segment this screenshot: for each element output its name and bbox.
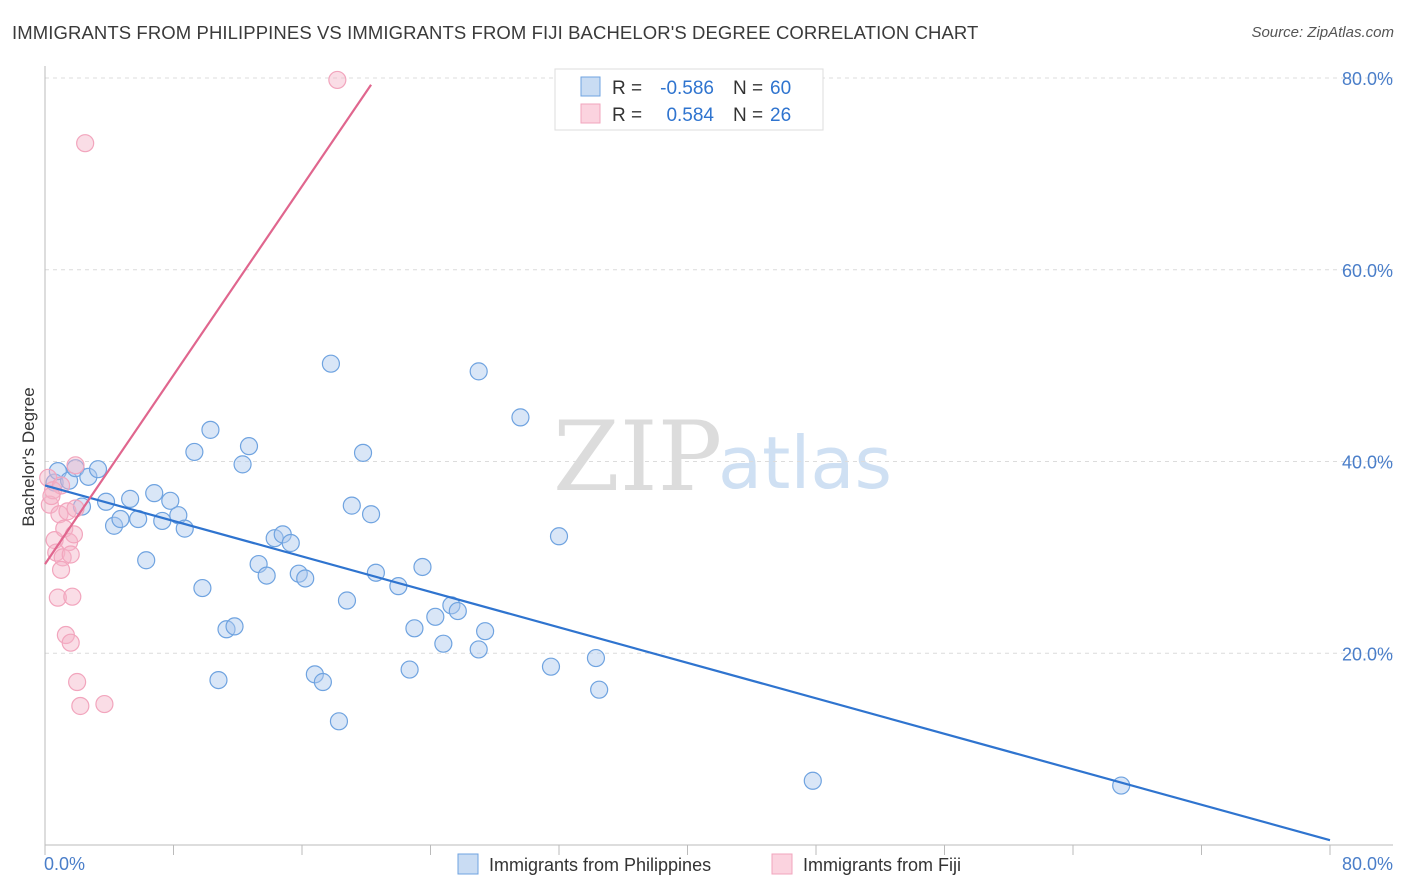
data-point <box>137 551 156 570</box>
legend-swatch-philippines <box>457 853 479 875</box>
legend-label-philippines: Immigrants from Philippines <box>489 855 711 875</box>
legend-r-label: R = <box>612 105 642 126</box>
data-point <box>342 496 361 515</box>
y-axis-label: Bachelor's Degree <box>19 387 38 526</box>
data-point <box>66 499 85 518</box>
data-point <box>88 460 108 479</box>
trend-line <box>44 84 372 565</box>
data-point <box>361 505 381 524</box>
series-fiji-points <box>39 70 347 716</box>
chart-title: IMMIGRANTS FROM PHILIPPINES VS IMMIGRANT… <box>12 22 979 43</box>
data-point <box>79 467 98 486</box>
data-point <box>48 588 67 607</box>
legend-n-label: N = <box>733 78 763 99</box>
data-point <box>111 509 130 529</box>
x-tick-label-min: 0.0% <box>44 854 85 874</box>
data-point <box>511 408 530 427</box>
correlation-legend: R = -0.586 N = 60 R = 0.584 N = 26 <box>554 68 824 131</box>
data-point <box>1112 776 1131 795</box>
data-point <box>201 420 220 439</box>
data-point <box>51 560 71 579</box>
data-point <box>209 670 228 690</box>
data-point <box>389 577 408 596</box>
data-point <box>405 619 424 638</box>
data-point <box>71 696 90 716</box>
data-point <box>590 680 609 699</box>
data-point <box>76 134 95 153</box>
y-tick-label: 40.0% <box>1342 453 1393 473</box>
data-point <box>337 591 357 610</box>
axes <box>44 66 1393 855</box>
series-legend: Immigrants from Philippines Immigrants f… <box>457 853 961 875</box>
data-point <box>434 634 453 653</box>
data-point <box>426 607 445 626</box>
legend-swatch-fiji <box>771 853 793 875</box>
legend-r-philippines: -0.586 <box>660 78 714 99</box>
legend-r-fiji: 0.584 <box>666 105 714 126</box>
data-point <box>469 362 488 381</box>
data-point <box>185 442 204 462</box>
watermark: ZIP atlas <box>553 401 892 513</box>
data-point <box>95 694 114 714</box>
data-point <box>61 633 80 652</box>
legend-swatch-philippines <box>580 76 601 97</box>
watermark-zip: ZIP <box>553 401 722 513</box>
data-point <box>193 578 212 598</box>
y-tick-label: 20.0% <box>1342 644 1393 664</box>
series-philippines-points <box>45 354 1131 795</box>
trend-line <box>44 484 1331 842</box>
grid-lines <box>45 77 1393 654</box>
data-point <box>257 566 276 585</box>
data-point <box>328 70 347 90</box>
legend-label-fiji: Immigrants from Fiji <box>803 855 961 875</box>
data-point <box>225 617 244 636</box>
data-point <box>476 622 495 641</box>
data-point <box>541 657 561 676</box>
data-point <box>42 486 61 506</box>
y-tick-label: 60.0% <box>1342 261 1393 281</box>
data-point <box>549 527 569 546</box>
x-tick-label-max: 80.0% <box>1342 854 1393 874</box>
data-point <box>121 489 140 508</box>
data-point <box>61 545 80 564</box>
trend-lines <box>44 84 1331 842</box>
y-tick-label: 80.0% <box>1342 69 1393 89</box>
data-point <box>313 672 332 692</box>
data-point <box>413 557 432 577</box>
data-point <box>353 443 373 462</box>
data-point <box>321 354 341 373</box>
data-point <box>400 660 419 679</box>
data-point <box>161 491 180 510</box>
watermark-atlas: atlas <box>718 421 892 505</box>
source-label: Source: ZipAtlas.com <box>1251 24 1394 41</box>
legend-n-philippines: 60 <box>770 78 791 99</box>
data-point <box>803 771 822 790</box>
data-point <box>104 516 124 535</box>
data-point <box>63 587 82 606</box>
y-tick-labels: 20.0% 40.0% 60.0% 80.0% <box>1342 69 1393 664</box>
data-point <box>586 648 606 668</box>
data-point <box>233 455 252 474</box>
data-point <box>66 456 85 475</box>
data-point <box>68 672 87 692</box>
data-point <box>296 569 315 588</box>
data-point <box>469 640 488 659</box>
data-point <box>153 511 172 531</box>
data-point <box>145 484 164 503</box>
data-point <box>329 712 349 731</box>
legend-r-label: R = <box>612 78 642 99</box>
data-point <box>239 437 259 456</box>
legend-n-label: N = <box>733 105 763 126</box>
legend-n-fiji: 26 <box>770 105 791 126</box>
data-point <box>448 601 467 621</box>
legend-swatch-fiji <box>580 103 601 124</box>
data-point <box>281 533 300 553</box>
